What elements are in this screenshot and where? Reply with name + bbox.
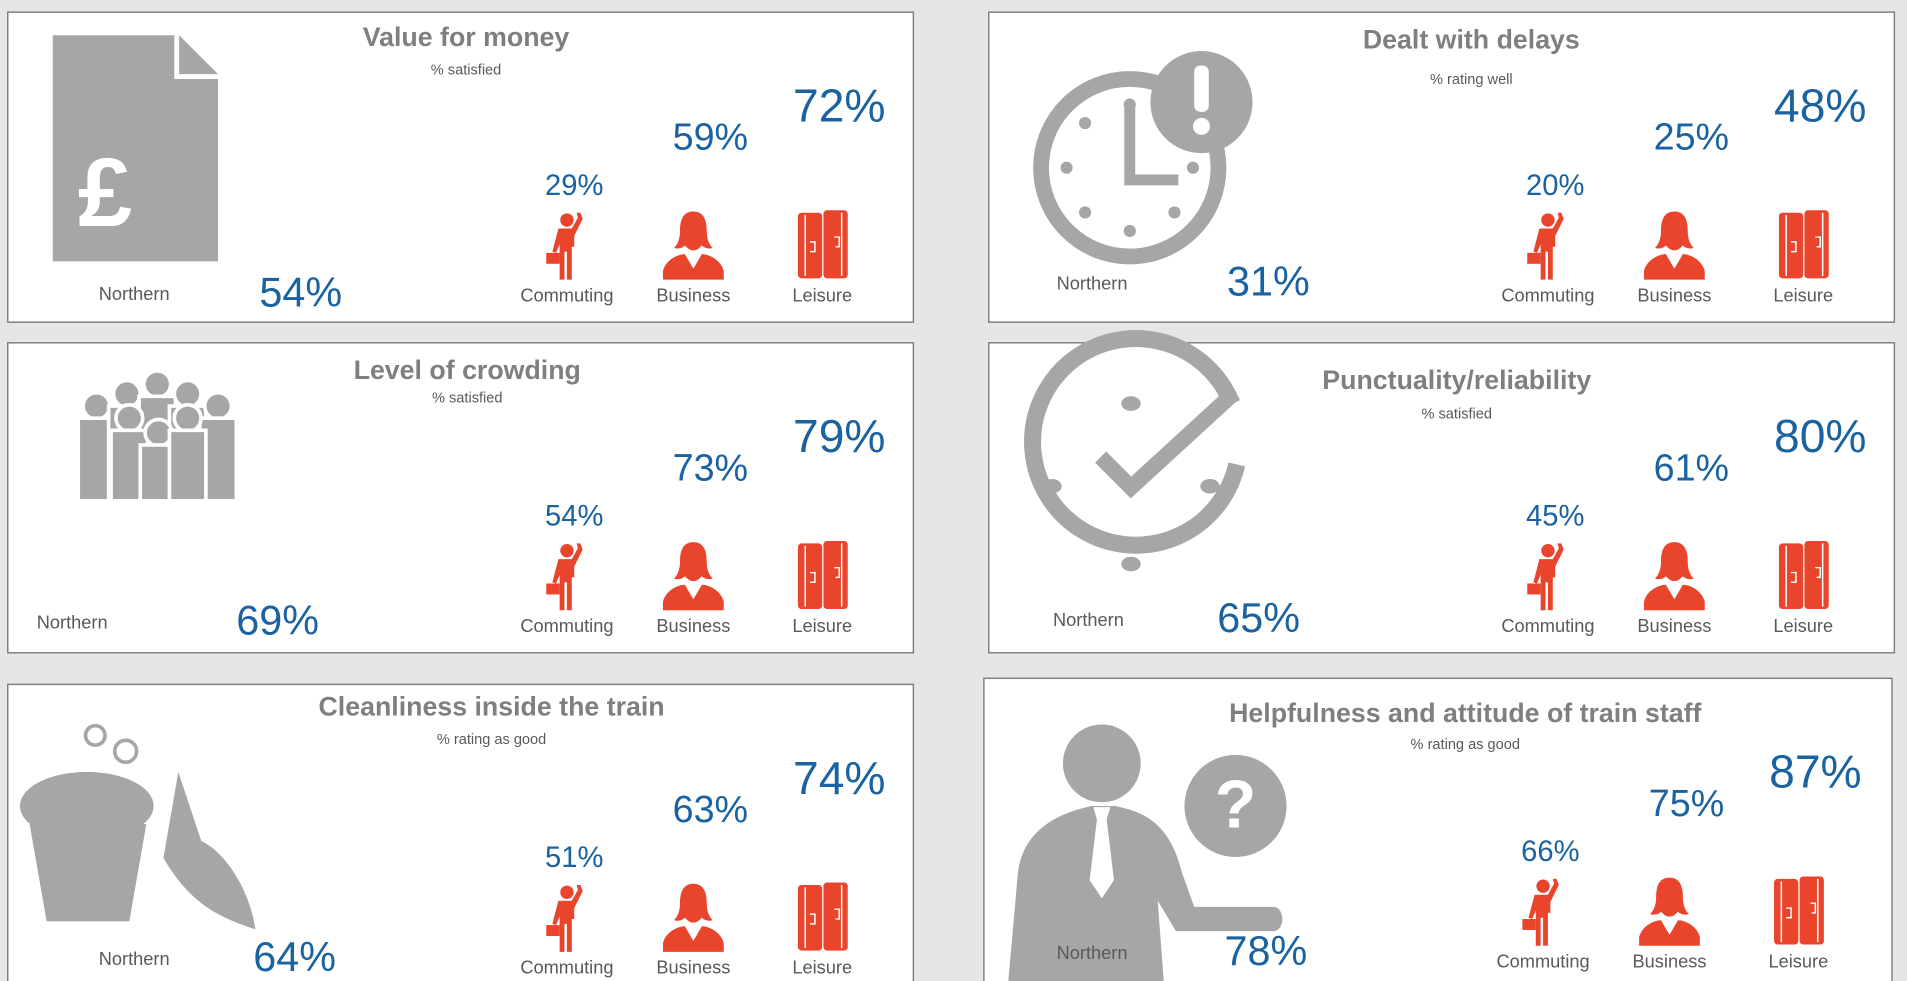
segment-value: 45% — [1526, 501, 1584, 533]
svg-text:?: ? — [1215, 767, 1257, 843]
segment-label: Commuting — [1501, 615, 1594, 636]
segment-label: Leisure — [1773, 284, 1833, 305]
segment-label: Leisure — [792, 615, 852, 636]
segment-value: 73% — [673, 446, 748, 488]
northern-label: Northern — [99, 283, 170, 304]
northern-value: 64% — [253, 934, 336, 980]
segment-label: Commuting — [520, 284, 613, 305]
panel-subtitle: % rating well — [1430, 72, 1513, 88]
panel: Dealt with delays % rating well Northern 31… — [989, 12, 1895, 322]
segment-label: Commuting — [1501, 284, 1594, 305]
segment-label: Business — [656, 615, 730, 636]
segment-value: 51% — [545, 842, 603, 874]
northern-value: 65% — [1217, 595, 1300, 641]
segment-value: 59% — [673, 116, 748, 158]
segment-label: Business — [1633, 951, 1707, 972]
segment-label: Commuting — [520, 957, 613, 978]
segment-value: 54% — [545, 501, 603, 533]
northern-label: Northern — [1057, 272, 1128, 293]
segment-value: 63% — [673, 788, 748, 830]
panel: ? Helpfulness and attitude of train staff… — [984, 678, 1892, 981]
segment-label: Leisure — [792, 284, 852, 305]
segment-value: 72% — [793, 80, 885, 132]
panel-subtitle: % rating as good — [437, 732, 546, 748]
northern-value: 31% — [1227, 258, 1310, 304]
page: £ Value for money % satisfied Northern 54% Co… — [0, 0, 1907, 981]
panel-title: Cleanliness inside the train — [318, 692, 664, 722]
segment-label: Leisure — [792, 957, 852, 978]
panel: £ Value for money % satisfied Northern 54% Co… — [8, 12, 914, 322]
segment-label: Business — [656, 957, 730, 978]
segment-label: Leisure — [1768, 951, 1828, 972]
segment-value: 25% — [1654, 116, 1729, 158]
topic-icon: £ — [53, 35, 218, 261]
segment-label: Business — [656, 284, 730, 305]
panel-title: Dealt with delays — [1363, 24, 1580, 54]
segment-label: Business — [1637, 615, 1711, 636]
panel-title: Value for money — [363, 22, 570, 52]
segment-value: 61% — [1654, 446, 1729, 488]
northern-value: 69% — [236, 598, 319, 644]
segment-value: 80% — [1774, 410, 1866, 462]
segment-value: 29% — [545, 170, 603, 202]
segment-value: 48% — [1774, 80, 1866, 132]
northern-label: Northern — [1053, 609, 1124, 630]
dashboard: £ Value for money % satisfied Northern 54% Co… — [0, 0, 1907, 981]
panel-subtitle: % satisfied — [432, 391, 503, 407]
northern-value: 78% — [1225, 928, 1308, 974]
segment-value: 75% — [1649, 782, 1724, 824]
panel: Level of crowding % satisfied Northern 69% C… — [8, 343, 914, 653]
northern-value: 54% — [259, 269, 342, 315]
panel-title: Level of crowding — [354, 355, 581, 385]
panel: Cleanliness inside the train % rating as … — [8, 684, 914, 981]
northern-label: Northern — [99, 948, 170, 969]
panel: Punctuality/reliability % satisfied Northe… — [989, 339, 1895, 653]
segment-label: Business — [1637, 284, 1711, 305]
segment-label: Leisure — [1773, 615, 1833, 636]
segment-label: Commuting — [520, 615, 613, 636]
segment-value: 79% — [793, 410, 885, 462]
segment-value: 66% — [1521, 836, 1579, 868]
panel-subtitle: % satisfied — [1422, 406, 1493, 422]
segment-value: 74% — [793, 752, 885, 804]
panel-title: Punctuality/reliability — [1322, 365, 1591, 395]
segment-value: 20% — [1526, 170, 1584, 202]
panel-title: Helpfulness and attitude of train staff — [1229, 698, 1701, 728]
panel-subtitle: % rating as good — [1411, 737, 1520, 753]
northern-label: Northern — [37, 611, 108, 632]
panel-subtitle: % satisfied — [431, 62, 502, 78]
segment-label: Commuting — [1496, 951, 1589, 972]
northern-label: Northern — [1057, 942, 1128, 963]
svg-text:£: £ — [78, 138, 132, 247]
segment-value: 87% — [1769, 746, 1861, 798]
